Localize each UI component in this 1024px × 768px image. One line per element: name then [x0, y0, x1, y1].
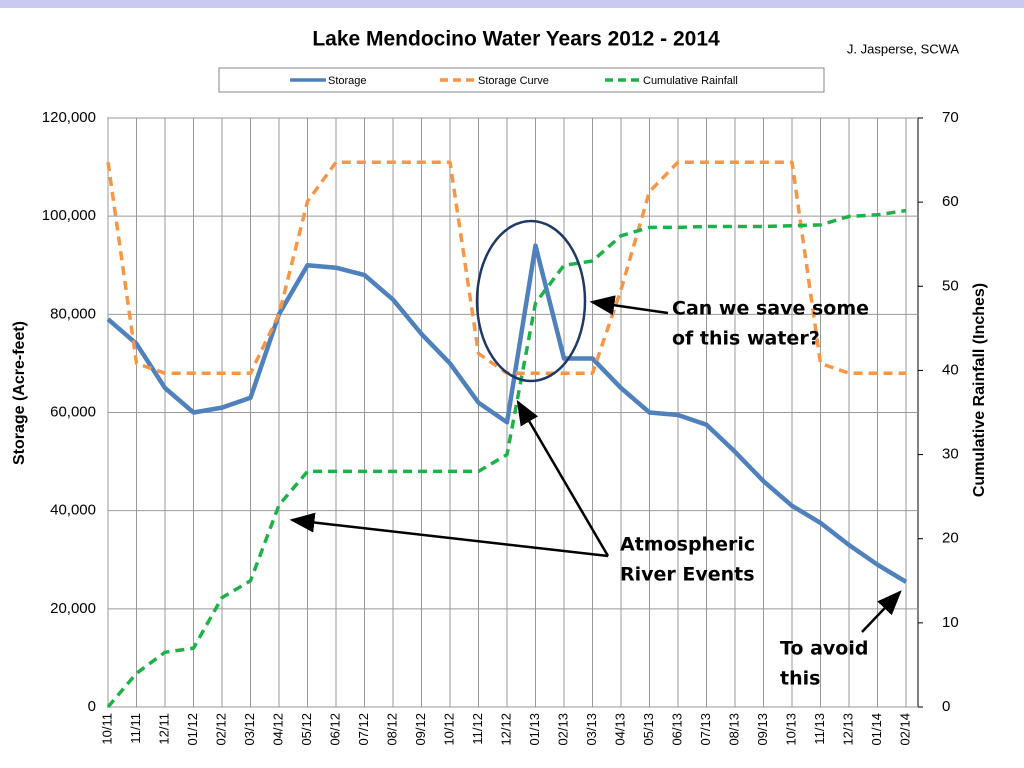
y-axis-title: Storage (Acre-feet): [11, 321, 28, 465]
y-tick-label: 120,000: [42, 109, 96, 126]
legend-label: Storage: [328, 75, 367, 87]
annotation: River Events: [620, 564, 755, 586]
x-tick-label: 02/12: [213, 713, 228, 746]
y2-tick-label: 40: [942, 361, 959, 378]
x-tick-label: 04/12: [270, 713, 285, 746]
x-tick-label: 07/12: [356, 713, 371, 746]
annotation-shapes: [289, 219, 902, 633]
x-tick-label: 02/14: [897, 713, 912, 746]
y2-tick-label: 70: [942, 109, 959, 126]
credit: J. Jasperse, SCWA: [847, 41, 960, 56]
x-tick-label: 09/13: [755, 713, 770, 746]
highlight-ellipse: [475, 219, 587, 383]
y-tick-label: 100,000: [42, 207, 96, 224]
y2-axis-title: Cumulative Rainfall (Inches): [971, 283, 988, 497]
y2-tick-label: 10: [942, 614, 959, 631]
x-tick-label: 08/13: [726, 713, 741, 746]
series-line: [106, 243, 908, 584]
annotation: of this water?: [672, 328, 820, 350]
x-tick-label: 01/14: [869, 713, 884, 746]
x-tick-label: 12/13: [840, 713, 855, 746]
x-tick-label: 03/12: [242, 713, 257, 746]
annotation: Can we save some: [672, 298, 869, 320]
chart-title: Lake Mendocino Water Years 2012 - 2014: [312, 28, 720, 51]
x-tick-label: 10/11: [99, 713, 114, 745]
y-tick-label: 60,000: [50, 403, 96, 420]
y2-tick-label: 50: [942, 277, 959, 294]
legend-label: Storage Curve: [478, 75, 549, 87]
y-tick-label: 40,000: [50, 502, 96, 519]
y2-tick-label: 0: [942, 698, 950, 715]
arrow: [861, 590, 902, 633]
y2-tick-label: 30: [942, 446, 959, 463]
x-tick-label: 02/13: [555, 713, 570, 746]
y2-tick-label: 60: [942, 193, 959, 210]
x-tick-label: 11/12: [470, 713, 485, 745]
x-tick-label: 04/13: [612, 713, 627, 746]
x-tick-label: 09/12: [413, 713, 428, 746]
annotation: this: [780, 668, 820, 690]
arrow: [589, 295, 669, 316]
x-tick-label: 07/13: [698, 713, 713, 746]
x-tick-label: 10/12: [441, 713, 456, 746]
top-band: [0, 0, 1024, 8]
x-tick-label: 11/13: [812, 713, 827, 745]
x-tick-label: 12/11: [156, 713, 171, 745]
y-tick-label: 0: [88, 698, 96, 715]
arrow: [289, 512, 609, 558]
x-tick-label: 08/12: [384, 713, 399, 746]
x-tick-label: 10/13: [783, 713, 798, 746]
x-tick-label: 03/13: [584, 713, 599, 746]
series-line: [106, 208, 907, 709]
x-tick-label: 05/13: [641, 713, 656, 746]
plot-area: 10/11 11/11 12/11 01/12 02/12 03/12 04/12 05/12…: [42, 109, 959, 746]
annotation: To avoid: [780, 638, 868, 660]
x-tick-label: 06/12: [327, 713, 342, 746]
y2-tick-label: 20: [942, 530, 959, 547]
x-tick-label: 05/12: [299, 713, 314, 746]
x-tick-label: 01/12: [185, 713, 200, 746]
x-tick-label: 11/11: [128, 713, 143, 744]
y-tick-label: 80,000: [50, 305, 96, 322]
annotation: Atmospheric: [620, 534, 755, 556]
y-tick-label: 20,000: [50, 600, 96, 617]
x-tick-label: 12/12: [498, 713, 513, 746]
arrow: [516, 399, 610, 557]
x-tick-label: 01/13: [527, 713, 542, 746]
legend-label: Cumulative Rainfall: [643, 75, 738, 87]
x-tick-label: 06/13: [669, 713, 684, 746]
